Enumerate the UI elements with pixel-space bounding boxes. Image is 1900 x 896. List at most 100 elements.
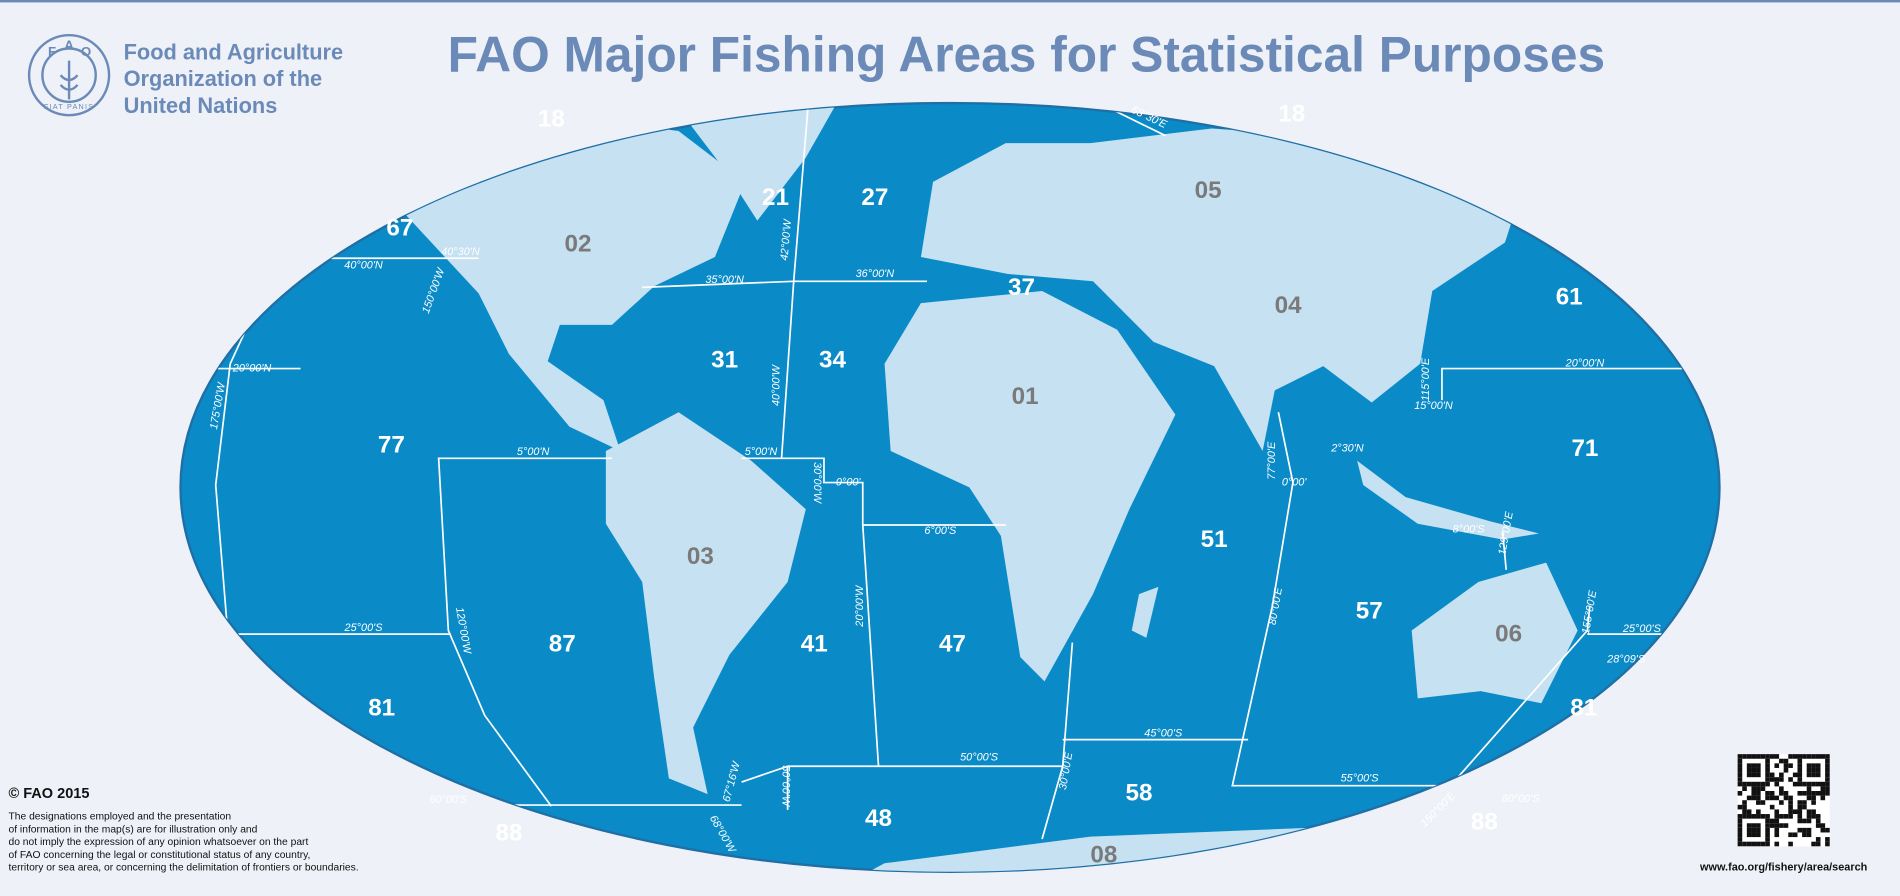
qr-module (1774, 818, 1780, 824)
qr-module (1802, 804, 1807, 810)
qr-module (1825, 841, 1830, 847)
boundary-label: 50°00'S (960, 752, 999, 764)
qr-module (1742, 804, 1747, 810)
boundary-label: 6°00'S (924, 525, 957, 537)
qr-module (1737, 754, 1743, 759)
qr-module (1788, 841, 1793, 847)
qr-module (1797, 791, 1803, 796)
disclaimer: The designations employed and the presen… (8, 812, 358, 874)
madagascar (1131, 586, 1159, 638)
qr-module (1774, 754, 1780, 759)
boundary-line (780, 104, 810, 459)
boundary-label: 8°00'S (1453, 524, 1486, 536)
qr-module (1751, 763, 1757, 768)
qr-code (1737, 754, 1830, 847)
qr-module (1825, 791, 1830, 796)
boundary-label: 45°00'S (1144, 727, 1183, 739)
boundary-label: 0°00' (1282, 476, 1308, 488)
qr-module (1737, 827, 1743, 833)
qr-module (1742, 809, 1747, 815)
qr-module (1756, 800, 1761, 805)
qr-module (1797, 804, 1803, 810)
disclaimer-line: of information in the map(s) are for ill… (8, 824, 257, 835)
qr-module (1779, 800, 1784, 805)
qr-module (1751, 827, 1757, 833)
qr-module (1788, 809, 1793, 815)
qr-module (1815, 754, 1821, 759)
logo-ring (27, 33, 111, 117)
qr-module (1742, 814, 1747, 819)
qr-module (1792, 781, 1798, 787)
qr-module (1792, 832, 1798, 838)
org-name: Food and Agriculture (124, 39, 344, 64)
qr-module (1797, 814, 1803, 819)
qr-module (1756, 795, 1761, 801)
qr-module (1742, 841, 1747, 847)
qr-module (1774, 777, 1780, 782)
qr-module (1769, 772, 1775, 778)
qr-module (1746, 772, 1752, 778)
qr-module (1746, 827, 1752, 833)
qr-module (1820, 791, 1826, 796)
qr-module (1737, 804, 1743, 810)
qr-module (1751, 781, 1757, 787)
qr-module (1765, 837, 1770, 842)
qr-module (1765, 754, 1770, 759)
qr-module (1811, 781, 1816, 787)
qr-module (1737, 791, 1743, 796)
qr-module (1774, 832, 1780, 838)
boundary-line (861, 524, 880, 767)
qr-module (1797, 827, 1803, 833)
qr-module (1746, 795, 1752, 801)
eurasia (920, 128, 1530, 452)
qr-module (1774, 841, 1780, 847)
disclaimer-line: territory or sea area, or concerning the… (8, 863, 358, 874)
logo-wheat (59, 60, 79, 100)
qr-module (1760, 814, 1766, 819)
qr-module (1756, 827, 1761, 833)
marine-area-code: 87 (549, 630, 576, 657)
qr-module (1806, 818, 1812, 824)
qr-module (1825, 758, 1830, 764)
qr-module (1806, 772, 1812, 778)
qr-module (1774, 809, 1780, 815)
qr-module (1756, 823, 1761, 828)
inland-area-code: 01 (1012, 383, 1039, 410)
qr-module (1756, 832, 1761, 838)
qr-module (1742, 754, 1747, 759)
qr-module (1815, 763, 1821, 768)
qr-module (1756, 791, 1761, 796)
qr-module (1737, 763, 1743, 768)
qr-module (1742, 781, 1747, 787)
logo-letter: A (64, 38, 74, 53)
qr-module (1792, 809, 1798, 815)
org-name: Organization of the (124, 66, 323, 91)
qr-module (1751, 786, 1757, 792)
qr-module (1811, 841, 1816, 847)
qr-module (1806, 832, 1812, 838)
qr-module (1760, 781, 1766, 787)
qr-module (1820, 786, 1826, 792)
qr-module (1769, 823, 1775, 828)
boundary-label: 115°00'E (1420, 357, 1432, 401)
qr-module (1756, 772, 1761, 778)
qr-module (1825, 786, 1830, 792)
boundary-label: 2°30'N (1330, 442, 1364, 454)
qr-module (1788, 832, 1793, 838)
qr-module (1815, 823, 1821, 828)
marine-area-code: 81 (368, 695, 395, 722)
qr-module (1825, 781, 1830, 787)
qr-module (1765, 841, 1770, 847)
marine-area-code: 31 (711, 347, 738, 374)
boundary-label: 0°00' (836, 476, 862, 488)
qr-module (1797, 777, 1803, 782)
qr-module (1769, 804, 1775, 810)
qr-module (1756, 809, 1761, 815)
qr-module (1751, 791, 1757, 796)
qr-module (1825, 837, 1830, 842)
qr-module (1742, 786, 1747, 792)
qr-module (1760, 786, 1766, 792)
qr-module (1815, 837, 1821, 842)
boundary-line (741, 765, 789, 810)
qr-module (1737, 837, 1743, 842)
